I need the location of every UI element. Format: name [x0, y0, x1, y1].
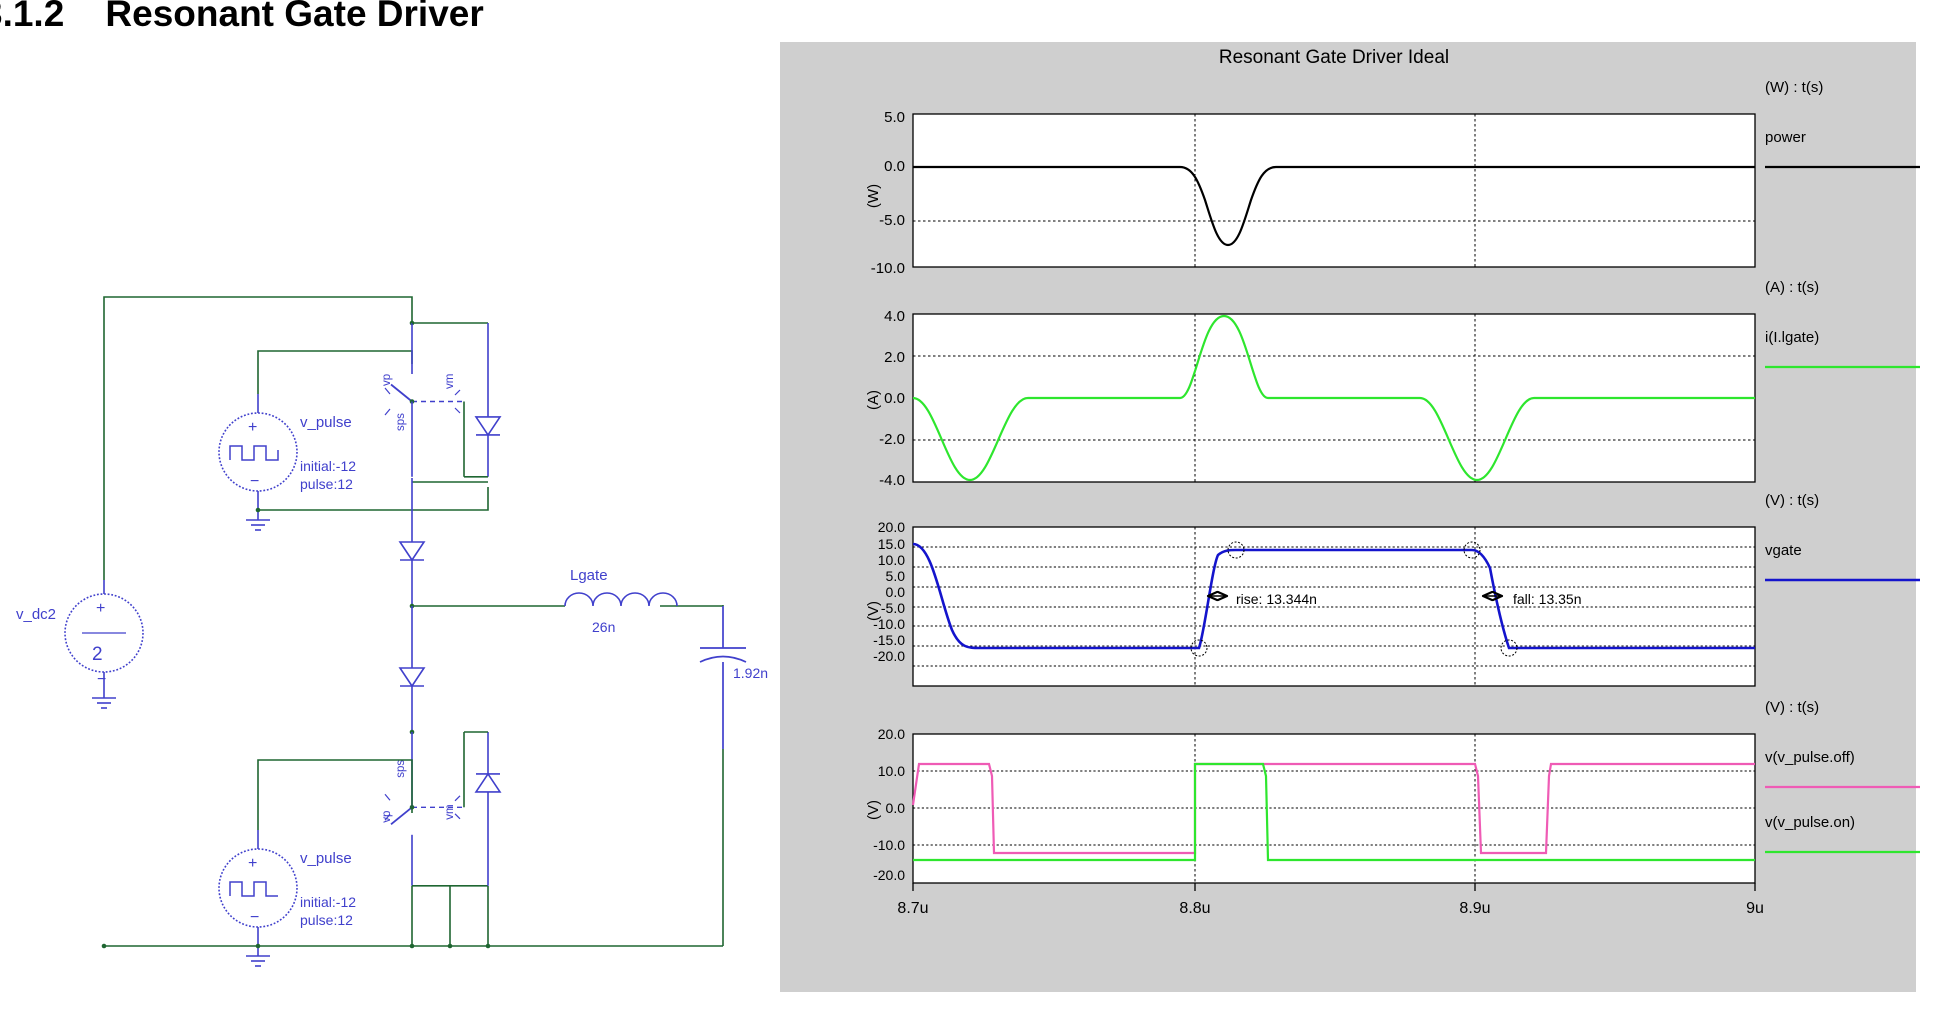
svg-text:(V): (V) — [865, 800, 882, 820]
svg-text:(V) : t(s): (V) : t(s) — [1765, 492, 1819, 509]
svg-text:2.0: 2.0 — [884, 349, 905, 366]
svg-text:(V) : t(s): (V) : t(s) — [1765, 699, 1819, 716]
svg-text:0.0: 0.0 — [886, 584, 906, 600]
svg-text:-20.0: -20.0 — [873, 867, 905, 883]
svg-text:(V): (V) — [865, 601, 882, 621]
svg-text:9u: 9u — [1746, 900, 1764, 917]
svg-text:0.0: 0.0 — [884, 390, 905, 407]
svg-text:8.7u: 8.7u — [897, 900, 928, 917]
svg-text:power: power — [1765, 129, 1806, 146]
svg-text:Resonant Gate Driver Ideal: Resonant Gate Driver Ideal — [1219, 47, 1449, 68]
svg-text:4.0: 4.0 — [884, 308, 905, 325]
svg-text:fall: 13.35n: fall: 13.35n — [1513, 591, 1582, 607]
svg-text:10.0: 10.0 — [878, 763, 905, 779]
svg-text:vgate: vgate — [1765, 542, 1802, 559]
svg-text:-4.0: -4.0 — [879, 472, 905, 489]
svg-text:0.0: 0.0 — [886, 800, 906, 816]
svg-text:15.0: 15.0 — [878, 536, 905, 552]
svg-text:-2.0: -2.0 — [879, 431, 905, 448]
svg-text:5.0: 5.0 — [884, 109, 905, 126]
svg-text:(A): (A) — [865, 390, 882, 410]
svg-text:0.0: 0.0 — [884, 158, 905, 175]
svg-text:8.8u: 8.8u — [1179, 900, 1210, 917]
svg-text:-10.0: -10.0 — [873, 837, 905, 853]
svg-text:(W): (W) — [865, 184, 882, 208]
svg-text:20.0: 20.0 — [878, 726, 905, 742]
svg-text:8.9u: 8.9u — [1459, 900, 1490, 917]
svg-text:10.0: 10.0 — [878, 552, 905, 568]
svg-text:-5.0: -5.0 — [881, 600, 905, 616]
svg-text:20.0: 20.0 — [878, 519, 905, 535]
svg-text:v(v_pulse.on): v(v_pulse.on) — [1765, 814, 1855, 831]
svg-text:(W) : t(s): (W) : t(s) — [1765, 79, 1823, 96]
svg-text:i(I.lgate): i(I.lgate) — [1765, 329, 1819, 346]
svg-text:v(v_pulse.off): v(v_pulse.off) — [1765, 749, 1855, 766]
svg-text:-15.0: -15.0 — [873, 632, 905, 648]
svg-text:-5.0: -5.0 — [879, 212, 905, 229]
svg-text:5.0: 5.0 — [886, 568, 906, 584]
svg-text:rise: 13.344n: rise: 13.344n — [1236, 591, 1317, 607]
svg-text:-10.0: -10.0 — [871, 260, 905, 277]
svg-text:-20.0: -20.0 — [873, 648, 905, 664]
svg-text:(A) : t(s): (A) : t(s) — [1765, 279, 1819, 296]
